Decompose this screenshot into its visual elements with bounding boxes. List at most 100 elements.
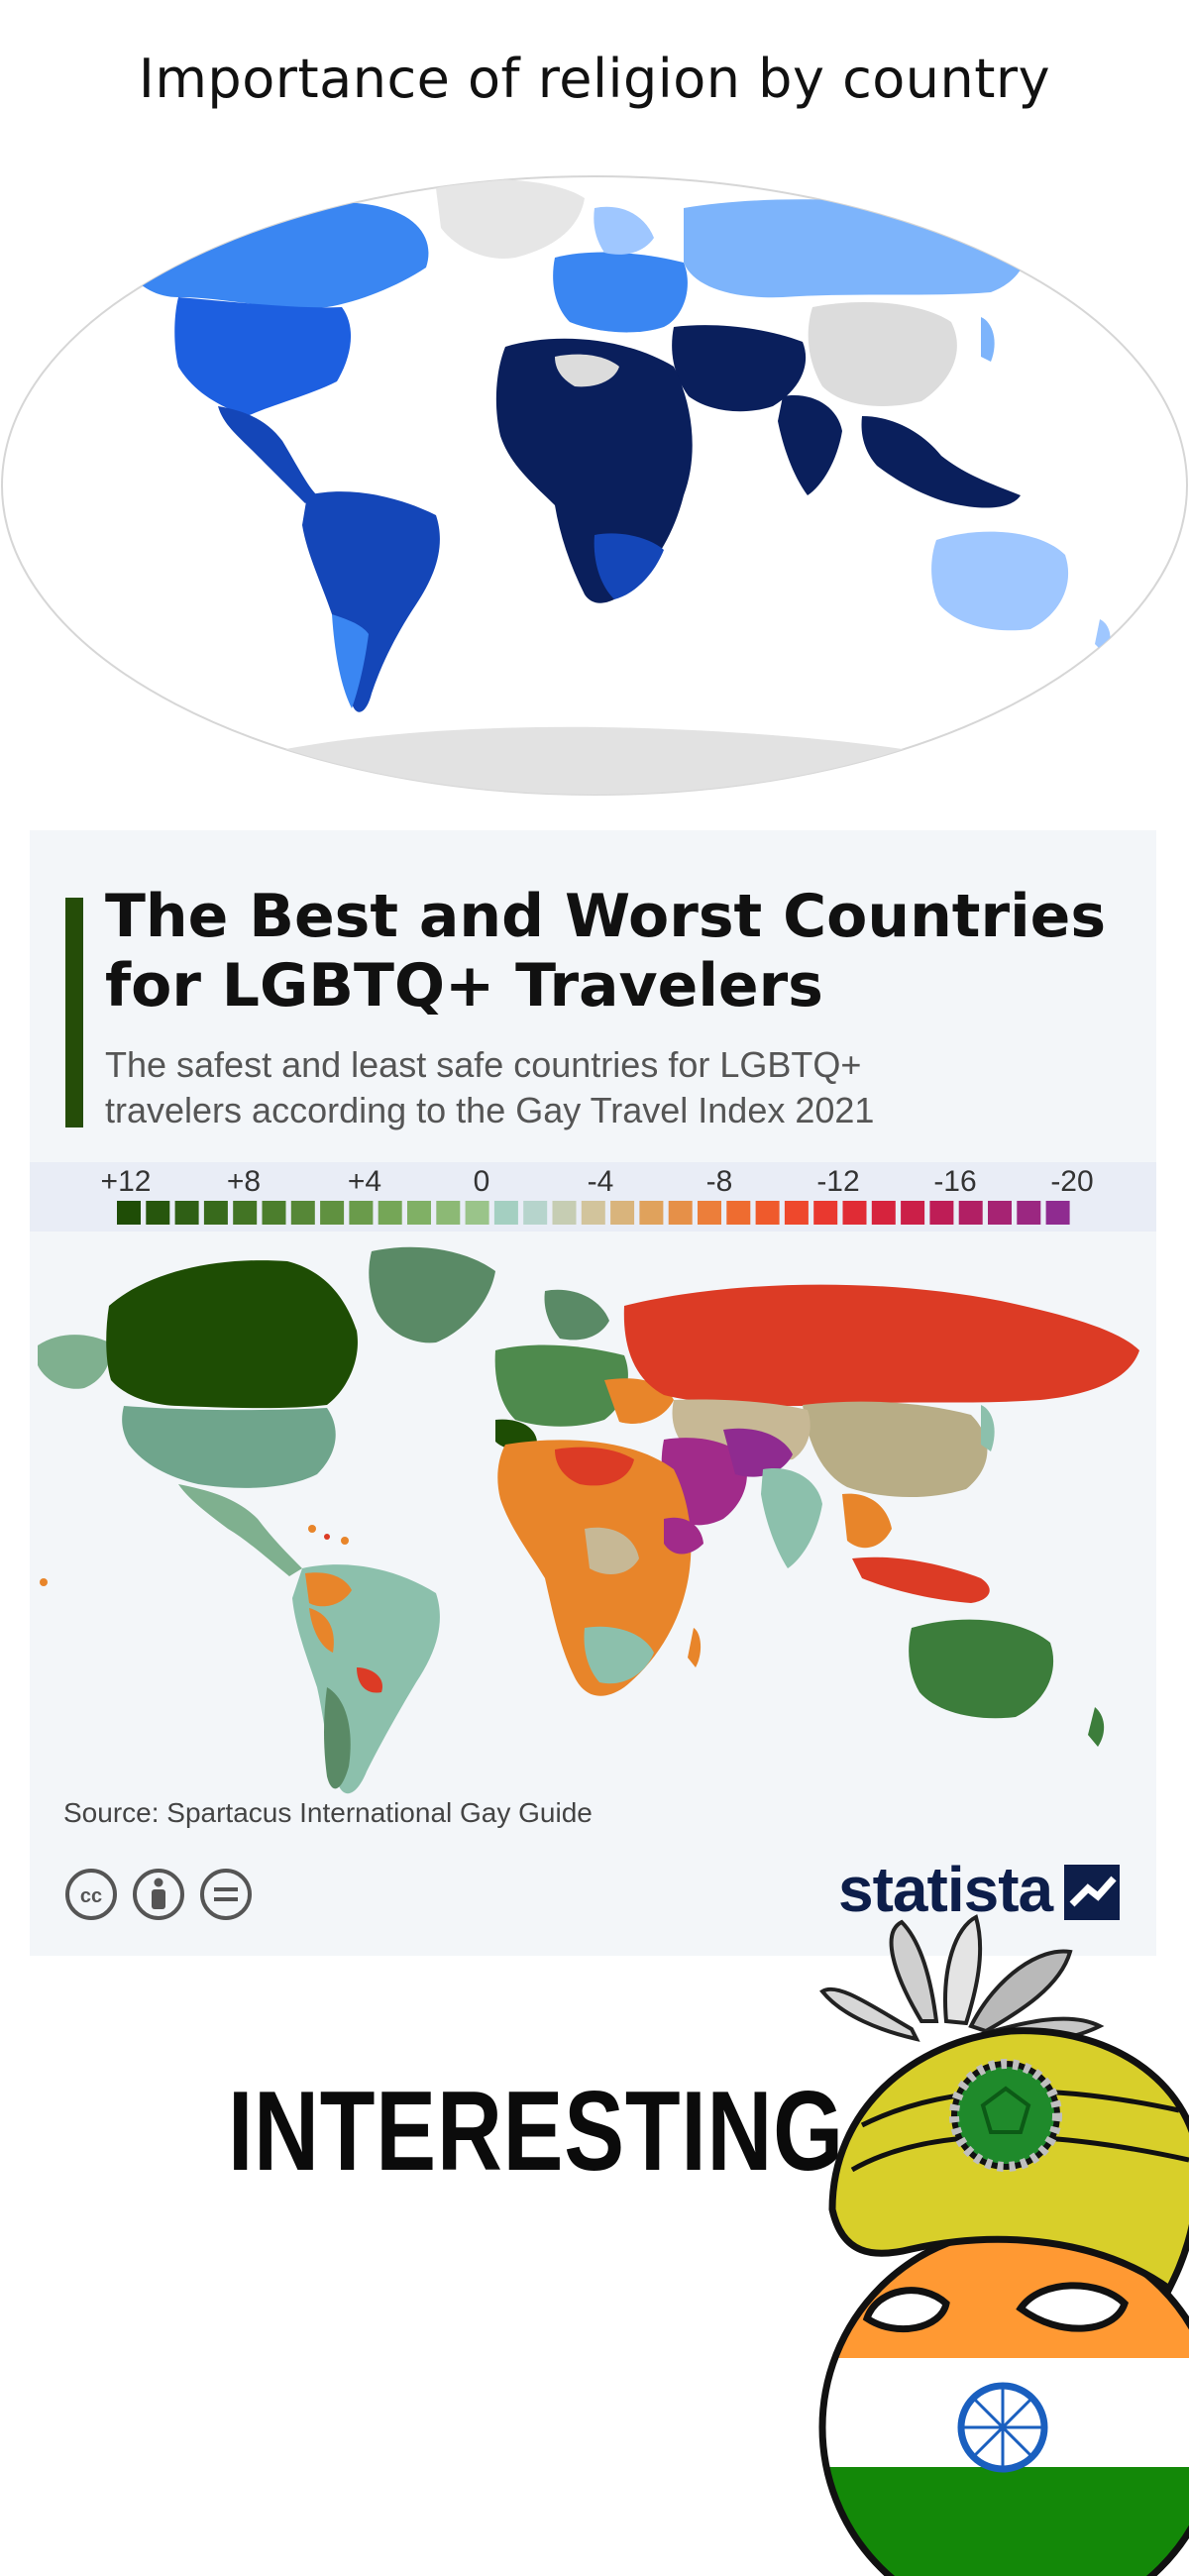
cc-icon: cc [65,1869,117,1920]
map2-horn-of-africa [664,1517,703,1555]
legend-swatch [813,1201,838,1225]
map1-australia [931,531,1069,631]
legend-swatch [203,1201,228,1225]
map2-australia [909,1619,1054,1719]
map1-usa [174,297,352,416]
map1-china [808,302,957,406]
map2-alaska [38,1335,111,1389]
legend-swatch [233,1201,258,1225]
map2-caribbean [341,1537,349,1545]
legend-swatch [581,1201,605,1225]
lgbtq-world-map [38,1246,1139,1794]
map2-iran [723,1428,793,1477]
legend-swatch [755,1201,780,1225]
turban-feather-plume [819,1914,1105,2049]
legend-swatch [698,1201,721,1225]
legend-ticks: +12 +8 +4 0 -4 -8 -12 -16 -20 [30,1165,1156,1201]
map2-japan [981,1405,995,1451]
india-countryball-image [818,1914,1189,2576]
map1-north-africa-gap [555,354,619,387]
legend-swatch [552,1201,577,1225]
legend-tick: 0 [473,1165,490,1198]
legend-swatch [726,1201,751,1225]
legend-swatch [842,1201,867,1225]
map2-se-asia [842,1493,892,1549]
map2-greenland [369,1246,495,1343]
map1-greenland [436,179,585,259]
statista-logo-text: statista [838,1854,1053,1925]
map2-peru [309,1608,334,1653]
map2-hawaii [40,1578,48,1586]
map2-colombia [305,1572,352,1607]
map2-caribbean [324,1534,330,1540]
legend-swatches [117,1201,1070,1225]
legend-tick: +12 [100,1165,152,1198]
panel-title-line-1: The Best and Worst Countries [105,882,1107,951]
map1-russia [684,199,1027,298]
legend-swatch [174,1201,199,1225]
legend-swatch [378,1201,402,1225]
map2-russia [623,1284,1139,1407]
map2-india [761,1468,822,1568]
map2-indonesia [852,1556,990,1603]
map1-africa [495,338,693,603]
legend-swatch [523,1201,548,1225]
source-note: Source: Spartacus International Gay Guid… [63,1797,593,1828]
map2-usa [122,1406,336,1488]
legend-tick: -20 [1050,1165,1094,1198]
legend-swatch [349,1201,374,1225]
map1-europe [553,252,688,333]
map2-canada [106,1260,358,1409]
legend-swatch [436,1201,461,1225]
panel-subtitle: The safest and least safe countries for … [105,1042,1135,1133]
map1-india [778,395,842,495]
map1-south-america-south [332,614,369,708]
legend-swatch [465,1201,489,1225]
map2-china [803,1401,988,1498]
legend-swatch [901,1201,925,1225]
legend-swatch [1045,1201,1070,1225]
statista-mark-icon [1064,1865,1120,1920]
title-accent-bar [65,898,83,1127]
legend-swatch [320,1201,345,1225]
meme-caption: INTERESTING [228,2069,844,2195]
map2-madagascar [688,1628,702,1667]
religion-world-map [1,175,1188,796]
legend-swatch [871,1201,896,1225]
legend-tick: +4 [347,1165,382,1198]
no-derivatives-icon [200,1869,252,1920]
map2-europe [494,1344,628,1427]
map2-scandinavia [544,1289,609,1341]
page-title: Importance of religion by country [138,48,1051,110]
map2-paraguay [357,1667,382,1693]
attribution-icon [133,1869,184,1920]
map1-south-america [302,491,440,712]
panel-subtitle-line-2: travelers according to the Gay Travel In… [105,1090,875,1130]
legend-tick: -16 [933,1165,977,1198]
panel-title-line-2: for LGBTQ+ Travelers [105,951,823,1020]
svg-text:cc: cc [80,1885,102,1907]
legend-swatch [668,1201,693,1225]
map2-new-zealand [1088,1707,1105,1747]
legend-swatch [262,1201,286,1225]
map1-middle-east [672,325,807,412]
legend-tick: +8 [226,1165,262,1198]
legend-swatch [639,1201,664,1225]
license-icons: cc [65,1869,252,1920]
legend-tick: -8 [705,1165,733,1198]
map2-central-africa [585,1527,639,1574]
legend-swatch [784,1201,809,1225]
turban [828,2027,1189,2295]
map2-chile-argentina [324,1687,351,1789]
map1-central-america [218,406,317,503]
map1-japan [981,317,995,362]
map1-se-asia [861,416,1021,508]
legend-swatch [493,1201,518,1225]
legend-swatch [929,1201,954,1225]
map2-mexico [178,1484,302,1576]
map2-sahara [555,1447,634,1486]
legend-swatch [1017,1201,1041,1225]
map2-southern-africa [584,1626,654,1684]
legend-swatch [988,1201,1012,1225]
panel-title: The Best and Worst Countries for LGBTQ+ … [105,882,1135,1020]
